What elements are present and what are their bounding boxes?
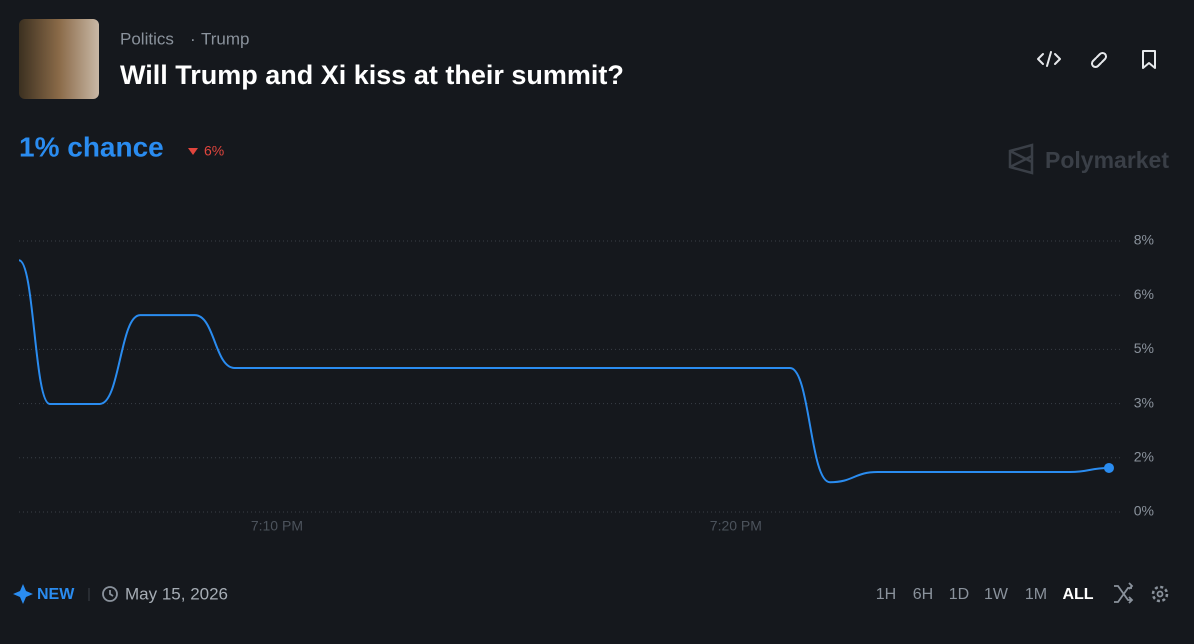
range-button[interactable]: 1W	[984, 586, 1009, 603]
bookmark-button[interactable]	[1142, 50, 1156, 69]
change: 6%	[204, 143, 224, 159]
settings-center	[1156, 590, 1164, 598]
range-button[interactable]: 1H	[876, 586, 896, 603]
range-button[interactable]: 1M	[1025, 586, 1047, 603]
date: May 15, 2026	[125, 584, 228, 603]
breadcrumb-tag[interactable]: Trump	[201, 29, 250, 48]
y-tick-label: 6%	[1134, 286, 1154, 302]
new-badge: NEW	[37, 586, 75, 603]
separator: ·	[190, 29, 196, 48]
clock-icon	[102, 586, 118, 602]
y-tick-label: 5%	[1134, 340, 1154, 356]
settings-button[interactable]	[1151, 585, 1169, 603]
y-tick-label: 0%	[1134, 503, 1154, 519]
brand-logo	[1008, 143, 1034, 175]
market-title: Will Trump and Xi kiss at their summit?	[120, 60, 624, 90]
chart: 0% 2% 3% 5% 6% 8% 7:10 PM 7:20 PM	[18, 232, 1154, 534]
new-icon	[13, 584, 33, 604]
price-line	[18, 259, 1109, 484]
market-image	[19, 19, 99, 99]
breadcrumb-category[interactable]: Politics	[120, 29, 174, 48]
link-button[interactable]	[1090, 51, 1108, 69]
down-arrow	[188, 148, 198, 155]
last-point	[1103, 462, 1114, 473]
x-tick-label: 7:20 PM	[710, 518, 762, 534]
chance: 1% chance	[19, 131, 164, 162]
range-button[interactable]: 6H	[913, 586, 933, 603]
y-tick-label: 3%	[1134, 394, 1154, 410]
y-tick-label: 8%	[1134, 232, 1154, 248]
compare-button[interactable]	[1114, 582, 1134, 604]
y-tick-label: 2%	[1134, 449, 1154, 465]
brand: Polymarket	[1045, 147, 1169, 173]
embed-button[interactable]	[1037, 51, 1061, 67]
range-selector: 1H 6H 1D 1W 1M ALL	[876, 586, 1094, 603]
range-button[interactable]: ALL	[1062, 586, 1093, 603]
x-tick-label: 7:10 PM	[251, 518, 303, 534]
range-button[interactable]: 1D	[949, 586, 969, 603]
clock-hands	[109, 590, 114, 597]
